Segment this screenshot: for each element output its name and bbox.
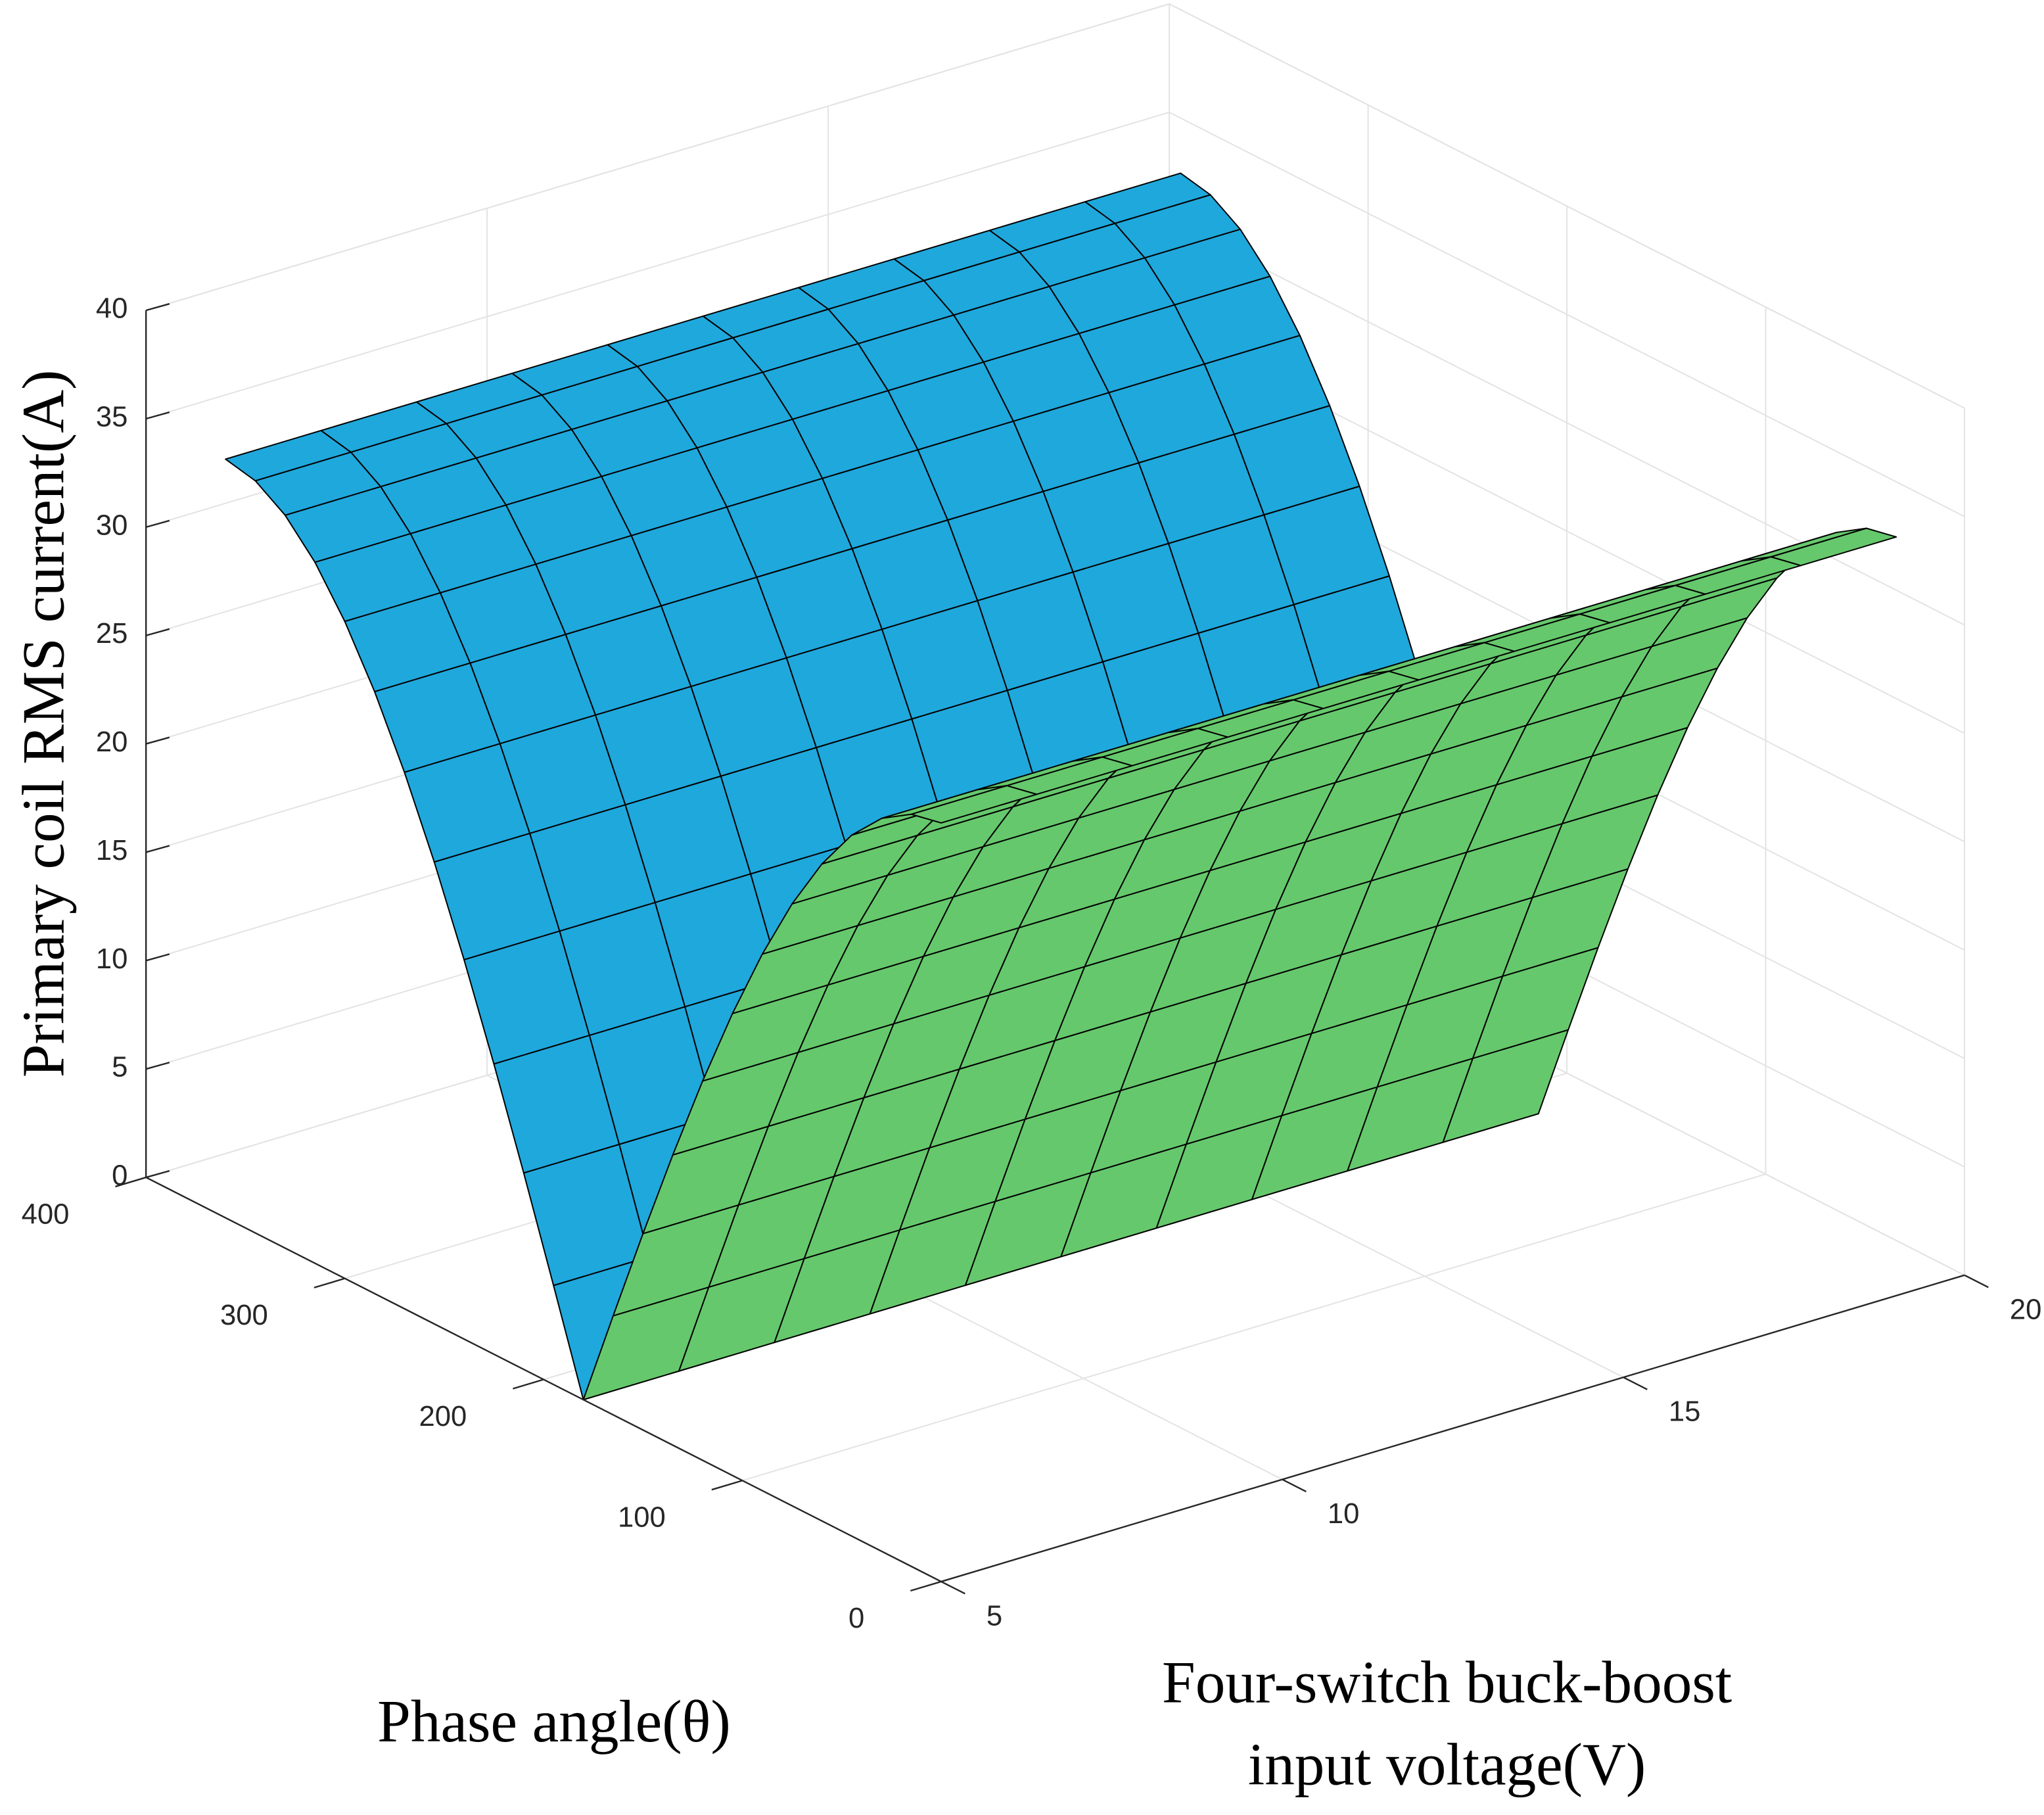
x-tick-label: 300 [220,1300,268,1331]
z-tick-label: 15 [96,835,128,866]
surface-face [910,785,1038,824]
y-tick-label: 10 [1328,1498,1360,1530]
z-tick [145,411,170,420]
z-tick-label: 35 [96,401,128,433]
z-tick-label: 40 [96,293,128,325]
y-tick [941,1580,965,1595]
grid-line [742,1173,1766,1482]
z-tick [145,1062,170,1070]
x-tick-label: 200 [419,1401,467,1432]
x-tick [910,1580,942,1592]
y-tick [1623,1377,1648,1390]
box-edge [1169,3,1965,409]
y-tick [1964,1274,1989,1288]
z-tick-label: 25 [96,618,128,649]
z-tick [145,628,170,636]
y-tick-label: 5 [987,1600,1002,1632]
z-tick-label: 30 [96,509,128,541]
surface [225,172,1897,1401]
z-axis-label: Primary coil RMS current(A) [10,369,76,1077]
x-axis-label: Phase angle(θ) [377,1688,731,1755]
z-tick-label: 0 [112,1160,128,1192]
box-edge [145,3,1170,312]
z-tick [145,953,170,962]
z-tick [145,736,170,745]
y-tick-label: 15 [1669,1396,1701,1428]
y-tick-label: 20 [2010,1294,2042,1325]
x-tick [711,1480,743,1491]
z-tick-label: 5 [112,1052,128,1083]
x-tick-label: 100 [618,1502,666,1534]
x-tick-label: 0 [848,1603,864,1634]
z-tick-label: 20 [96,726,128,758]
y-axis [941,1274,1965,1583]
grid-line [145,111,1170,419]
x-tick [513,1379,544,1390]
y-axis-label: input voltage(V) [1248,1731,1646,1797]
y-tick [1282,1478,1307,1493]
z-tick [145,519,170,528]
z-tick [145,303,170,312]
z-tick-label: 10 [96,943,128,975]
z-tick [145,1170,170,1179]
x-tick-label: 400 [22,1198,70,1230]
z-tick [145,845,170,853]
y-axis-label: Four-switch buck-boost [1162,1649,1732,1716]
x-tick [314,1277,345,1288]
x-tick [115,1176,147,1188]
